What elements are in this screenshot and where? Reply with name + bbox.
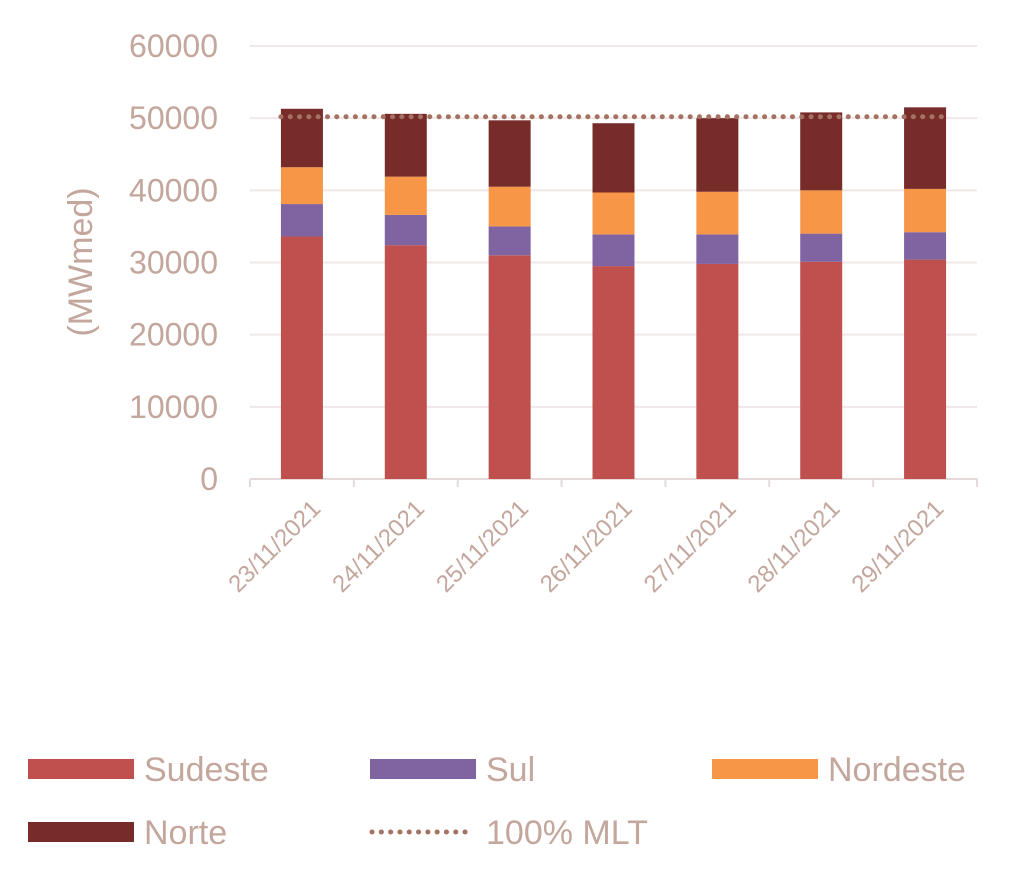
- bar-segment-norte: [904, 107, 947, 189]
- bar-segment-norte: [696, 118, 739, 192]
- y-tick-label: 40000: [129, 172, 218, 208]
- x-tick-label: 27/11/2021: [639, 495, 742, 598]
- bar-segment-nordeste: [800, 190, 843, 234]
- legend: Sudeste Sul Nordeste Norte 100% MLT: [28, 751, 966, 852]
- legend-swatch: [712, 759, 818, 779]
- x-tick-label: 28/11/2021: [743, 495, 846, 598]
- bar-segment-nordeste: [592, 192, 635, 235]
- y-tick-label: 20000: [129, 317, 218, 353]
- bar-segment-nordeste: [904, 188, 947, 233]
- y-tick-label: 30000: [129, 245, 218, 281]
- bar-segment-sul: [904, 232, 947, 260]
- x-tick-label: 26/11/2021: [535, 495, 638, 598]
- bar-segment-nordeste: [696, 191, 739, 235]
- bar-segment-nordeste: [384, 176, 427, 215]
- legend-item: 100% MLT: [369, 814, 648, 852]
- bar-segment-sudeste: [384, 245, 427, 479]
- bar-segment-sul: [488, 226, 531, 256]
- legend-label: Norte: [144, 814, 227, 852]
- bar-segment-nordeste: [280, 167, 323, 205]
- legend-item: Nordeste: [712, 751, 966, 789]
- y-tick-labels: 0 10000 20000 30000 40000 50000 60000: [129, 28, 218, 497]
- bar-segment-norte: [800, 112, 843, 191]
- legend-item: Sudeste: [28, 751, 269, 789]
- x-tick-label: 29/11/2021: [847, 495, 950, 598]
- x-tick-label: 25/11/2021: [431, 495, 534, 598]
- bar-segment-norte: [488, 120, 531, 187]
- bar-segment-norte: [592, 123, 635, 193]
- y-tick-label: 0: [200, 461, 218, 497]
- legend-item: Norte: [28, 814, 227, 852]
- x-tick-label: 24/11/2021: [327, 495, 430, 598]
- legend-item: Sul: [370, 751, 535, 789]
- legend-label: 100% MLT: [486, 814, 648, 852]
- bar-segment-sudeste: [488, 255, 531, 479]
- legend-swatch: [28, 759, 134, 779]
- y-tick-label: 10000: [129, 389, 218, 425]
- y-axis-label: (MWmed): [62, 187, 100, 336]
- legend-label: Nordeste: [828, 751, 966, 789]
- x-tick-label: 23/11/2021: [223, 495, 326, 598]
- bar-segment-norte: [384, 113, 427, 177]
- bar-segment-sul: [696, 234, 739, 264]
- bar-segment-sudeste: [592, 266, 635, 479]
- bar-segment-norte: [280, 108, 323, 168]
- legend-swatch: [28, 822, 134, 842]
- bar-segment-sul: [384, 214, 427, 246]
- bar-segment-sul: [800, 233, 843, 262]
- bar-segment-sudeste: [696, 263, 739, 479]
- bar-segment-sudeste: [280, 236, 323, 479]
- legend-label: Sul: [486, 751, 535, 789]
- y-tick-label: 50000: [129, 100, 218, 136]
- legend-label: Sudeste: [144, 751, 269, 789]
- legend-swatch: [370, 759, 476, 779]
- bar-segment-sul: [280, 204, 323, 237]
- bar-segment-nordeste: [488, 186, 531, 227]
- bar-segment-sudeste: [904, 259, 947, 479]
- bars: [280, 107, 947, 479]
- bar-segment-sudeste: [800, 261, 843, 479]
- x-tick-labels: 23/11/2021 24/11/2021 25/11/2021 26/11/2021…: [223, 495, 949, 598]
- x-axis: [249, 478, 978, 487]
- bar-segment-sul: [592, 234, 635, 267]
- y-tick-label: 60000: [129, 28, 218, 64]
